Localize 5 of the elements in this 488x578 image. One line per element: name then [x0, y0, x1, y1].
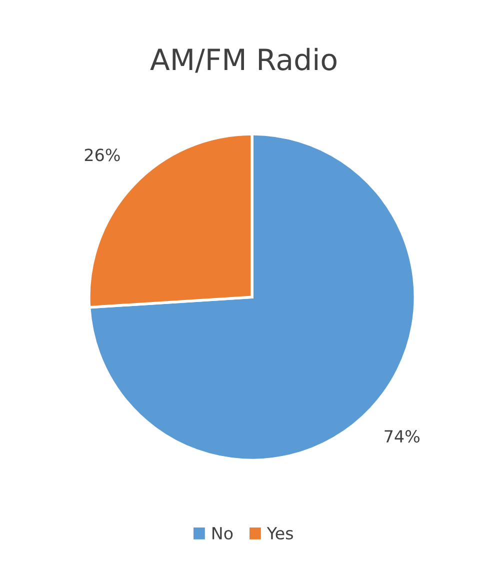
legend-label: Yes [266, 527, 293, 540]
chart-title: AM/FM Radio [150, 48, 336, 73]
data-label: 26% [84, 148, 120, 162]
data-label: 74% [384, 430, 420, 443]
legend-label: No [212, 527, 233, 540]
